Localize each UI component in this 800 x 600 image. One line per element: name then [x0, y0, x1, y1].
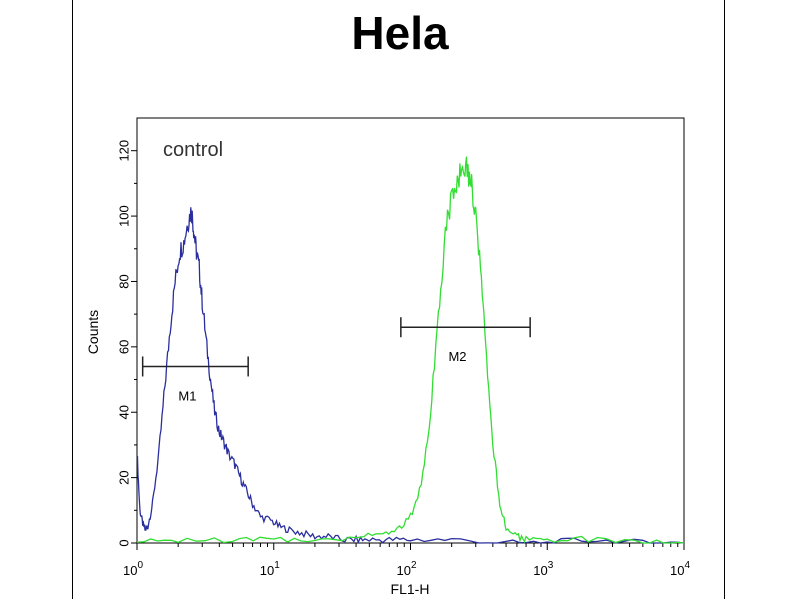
y-tick-label: 60 — [116, 340, 131, 354]
gate-label: M2 — [448, 349, 466, 364]
x-tick-label: 101 — [260, 560, 280, 578]
plot-area — [136, 117, 685, 544]
y-tick-label: 0 — [116, 539, 131, 546]
x-tick-label: 102 — [396, 560, 416, 578]
y-tick-label: 20 — [116, 470, 131, 484]
x-axis-label: FL1-H — [391, 581, 430, 597]
figure-frame — [72, 0, 725, 599]
x-axis: 100 101 102 103 104 — [123, 543, 690, 578]
y-axis: 0 20 40 60 80 100 120 — [116, 140, 137, 547]
y-axis-label: Counts — [85, 310, 101, 354]
series-layer — [136, 156, 685, 545]
y-tick-label: 80 — [116, 274, 131, 288]
series-line-1 — [136, 207, 685, 545]
chart-title: Hela — [351, 7, 449, 59]
y-tick-label: 120 — [116, 140, 131, 162]
x-tick-label: 103 — [533, 560, 553, 578]
y-tick-label: 40 — [116, 405, 131, 419]
x-tick-label: 104 — [670, 560, 690, 578]
control-annotation: control — [163, 139, 223, 161]
series-line-2 — [136, 156, 685, 544]
y-tick-label: 100 — [116, 205, 131, 227]
x-tick-label: 100 — [123, 560, 143, 578]
gate-layer: M1 M2 — [141, 317, 531, 403]
gate-label: M1 — [178, 388, 196, 403]
